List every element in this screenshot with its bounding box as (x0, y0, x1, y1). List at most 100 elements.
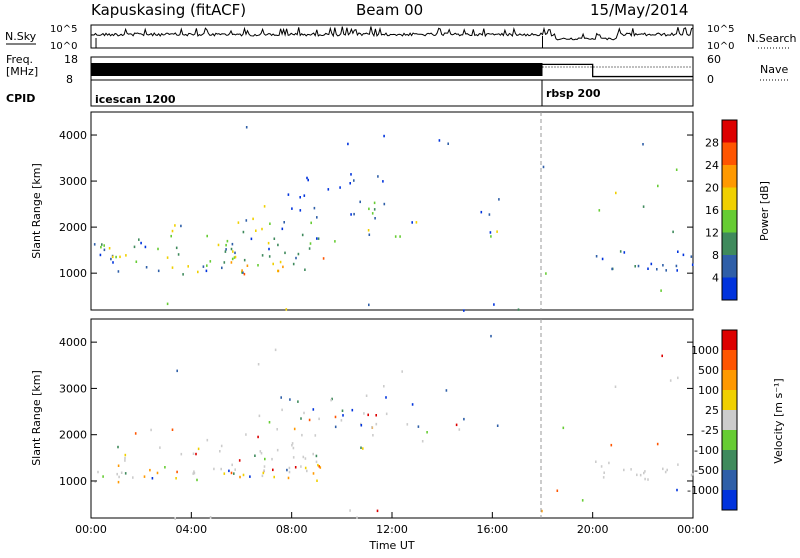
data-point (177, 253, 180, 256)
x-tick-label: 20:00 (577, 523, 609, 536)
data-point (140, 241, 142, 245)
data-point (650, 262, 653, 266)
data-point (489, 231, 492, 234)
data-point (110, 257, 112, 261)
data-point (339, 186, 341, 189)
data-point (175, 477, 177, 480)
data-point (132, 476, 134, 479)
freq-step-line (542, 63, 693, 78)
data-point (662, 264, 664, 267)
data-point (103, 248, 106, 252)
data-point (312, 472, 315, 475)
data-point (376, 509, 379, 513)
data-point (101, 243, 103, 246)
velocity-colorbar-segment (722, 430, 737, 450)
data-point (301, 233, 304, 237)
data-point (206, 438, 209, 442)
velocity-colorbar-tick: -1000 (687, 484, 719, 497)
data-point (257, 435, 259, 439)
data-point (310, 221, 312, 225)
data-point (223, 472, 226, 475)
velocity-colorbar-frame (721, 329, 738, 511)
data-point (282, 265, 284, 269)
data-point (277, 269, 280, 273)
power-colorbar-tick: 12 (705, 227, 719, 240)
data-point (272, 262, 274, 266)
data-point (166, 256, 169, 259)
data-point (294, 466, 297, 469)
data-point (362, 447, 364, 450)
power-colorbar-segment (722, 232, 737, 255)
power-ylabel: Slant Range [km] (30, 163, 43, 259)
data-point (669, 379, 672, 382)
data-point (206, 264, 208, 267)
data-point (368, 233, 371, 236)
data-point (250, 237, 253, 241)
data-point (598, 209, 601, 212)
data-point (171, 428, 174, 431)
data-point (595, 255, 598, 258)
data-point (647, 267, 649, 270)
data-point (283, 221, 285, 224)
data-point (213, 467, 215, 471)
data-point (331, 397, 333, 401)
data-point (164, 466, 166, 469)
data-point (263, 465, 266, 468)
data-point (677, 463, 679, 466)
velocity-colorbar-tick: -500 (694, 464, 719, 477)
velocity-colorbar-tick: 100 (698, 384, 719, 397)
data-point (360, 424, 363, 427)
data-point (623, 251, 626, 254)
data-point (225, 248, 227, 251)
data-point (676, 488, 678, 492)
velocity-ylabel: Slant Range [km] (30, 370, 43, 466)
data-point (297, 252, 300, 256)
cpid-panel-frame (90, 79, 694, 107)
data-point (347, 142, 349, 146)
data-point (264, 457, 266, 461)
data-point (371, 212, 374, 215)
velocity-colorbar-tick: -100 (694, 444, 719, 457)
data-point (690, 255, 693, 258)
data-point (676, 269, 678, 272)
data-point (660, 289, 662, 292)
data-point (308, 247, 311, 250)
data-point (351, 408, 354, 412)
data-point (133, 245, 136, 249)
data-point (206, 234, 208, 238)
data-point (233, 472, 235, 475)
data-point (458, 428, 461, 431)
power-colorbar-segment (722, 120, 737, 143)
data-point (496, 230, 498, 233)
data-point (317, 463, 319, 467)
data-point (313, 206, 316, 210)
data-point (119, 255, 121, 259)
data-point (691, 263, 694, 266)
data-point (349, 182, 351, 185)
data-point (220, 444, 223, 448)
data-point (231, 257, 234, 261)
data-point (647, 478, 649, 481)
velocity-colorbar-tick: -25 (701, 424, 719, 437)
noise-left-tick-bottom: 10^0 (50, 41, 77, 52)
data-point (124, 456, 126, 460)
data-point (312, 408, 315, 411)
data-point (493, 303, 495, 306)
data-point (490, 235, 492, 238)
data-point (171, 229, 174, 233)
velocity-ytick-label: 4000 (59, 336, 87, 349)
data-point (231, 463, 233, 467)
x-axis-title: Time UT (368, 539, 414, 552)
noise-right-label: N.Search (747, 32, 797, 45)
data-point (517, 308, 520, 311)
data-point (312, 452, 314, 456)
data-point (662, 467, 664, 471)
data-point (157, 247, 159, 251)
data-point (363, 412, 365, 415)
data-point (230, 247, 233, 251)
data-point (271, 457, 273, 461)
power-colorbar-tick: 4 (712, 272, 719, 285)
data-point (666, 468, 668, 472)
data-point (239, 475, 241, 479)
